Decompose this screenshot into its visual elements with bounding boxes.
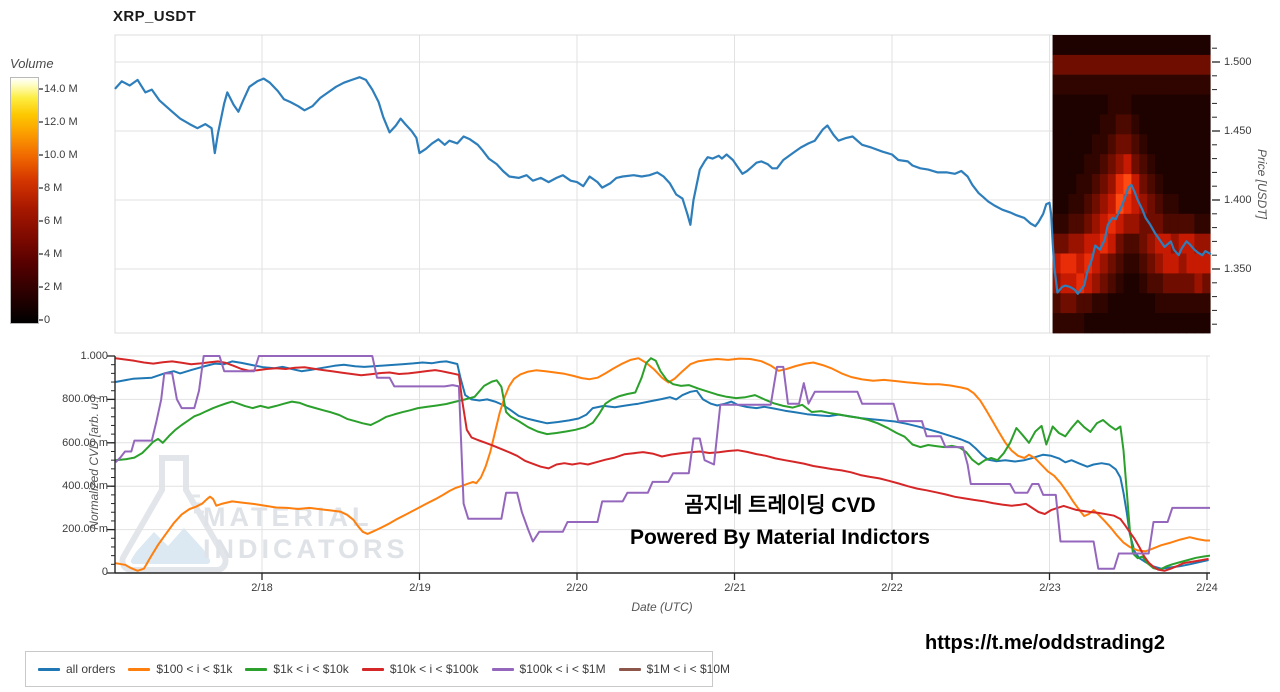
volume-colorbar (10, 77, 39, 324)
cvd-tick: 1.000 (80, 350, 108, 362)
legend-swatch (245, 667, 268, 671)
price-tick: 1.450 (1224, 125, 1252, 137)
legend-swatch (38, 667, 60, 671)
telegram-url[interactable]: https://t.me/oddstrading2 (925, 632, 1165, 654)
overlay-caption-line2: Powered By Material Indictors (630, 526, 930, 549)
overlay-caption-line1: 곰지네 트레이딩 CVD (684, 494, 876, 517)
legend-item-1M-10M[interactable]: $1M < i < $10M (618, 662, 730, 676)
legend-item-100-1k[interactable]: $100 < i < $1k (128, 662, 232, 676)
colorbar-tick: 2 M (44, 281, 63, 293)
overlay-caption: 곰지네 트레이딩 CVD Powered By Material Indicto… (480, 489, 1080, 550)
colorbar-tick: 14.0 M (44, 83, 78, 95)
date-tick: 2/23 (1039, 582, 1061, 594)
legend-item-1k-10k[interactable]: $1k < i < $10k (245, 662, 349, 676)
cvd-axis-title: Normalized CVD [arb. u.] (87, 396, 101, 530)
date-tick: 2/22 (881, 582, 903, 594)
date-tick: 2/21 (724, 582, 746, 594)
colorbar-tick: 6 M (44, 215, 63, 227)
watermark-line2: INDICATORS (203, 534, 409, 564)
legend-item-10k-100k[interactable]: $10k < i < $100k (361, 662, 479, 676)
colorbar-tick: 4 M (44, 248, 63, 260)
colorbar-title: Volume (10, 56, 54, 71)
price-tick: 1.350 (1224, 263, 1252, 275)
cvd-tick: 600.00 m (62, 437, 108, 449)
cvd-tick: 800.00 m (62, 393, 108, 405)
legend-swatch (491, 667, 514, 671)
legend-swatch (128, 667, 151, 671)
legend-swatch (361, 667, 384, 671)
date-tick: 2/19 (409, 582, 431, 594)
price-axis-title: Price [USDT] (1255, 148, 1269, 219)
date-tick: 2/20 (566, 582, 588, 594)
date-tick: 2/24 (1196, 582, 1218, 594)
colorbar-tick: 8 M (44, 182, 63, 194)
legend-swatch (618, 667, 641, 671)
colorbar-tick: 12.0 M (44, 116, 78, 128)
price-tick: 1.500 (1224, 56, 1252, 68)
date-tick: 2/18 (251, 582, 273, 594)
colorbar-tick: 10.0 M (44, 149, 78, 161)
cvd-tick: 200.00 m (62, 523, 108, 535)
legend-item-all-orders[interactable]: all orders (38, 662, 115, 676)
flask-icon (119, 455, 229, 573)
date-axis-title: Date (UTC) (631, 600, 693, 614)
cvd-tick: 0 (101, 566, 108, 578)
cvd-tick: 400.00 m (62, 480, 108, 492)
legend-item-100k-1M[interactable]: $100k < i < $1M (491, 662, 606, 676)
colorbar-tick: 0 (44, 314, 51, 326)
legend-box: all orders $100 < i < $1k $1k < i < $10k… (25, 651, 730, 687)
chart-title: XRP_USDT (113, 8, 197, 25)
price-tick: 1.400 (1224, 194, 1252, 206)
